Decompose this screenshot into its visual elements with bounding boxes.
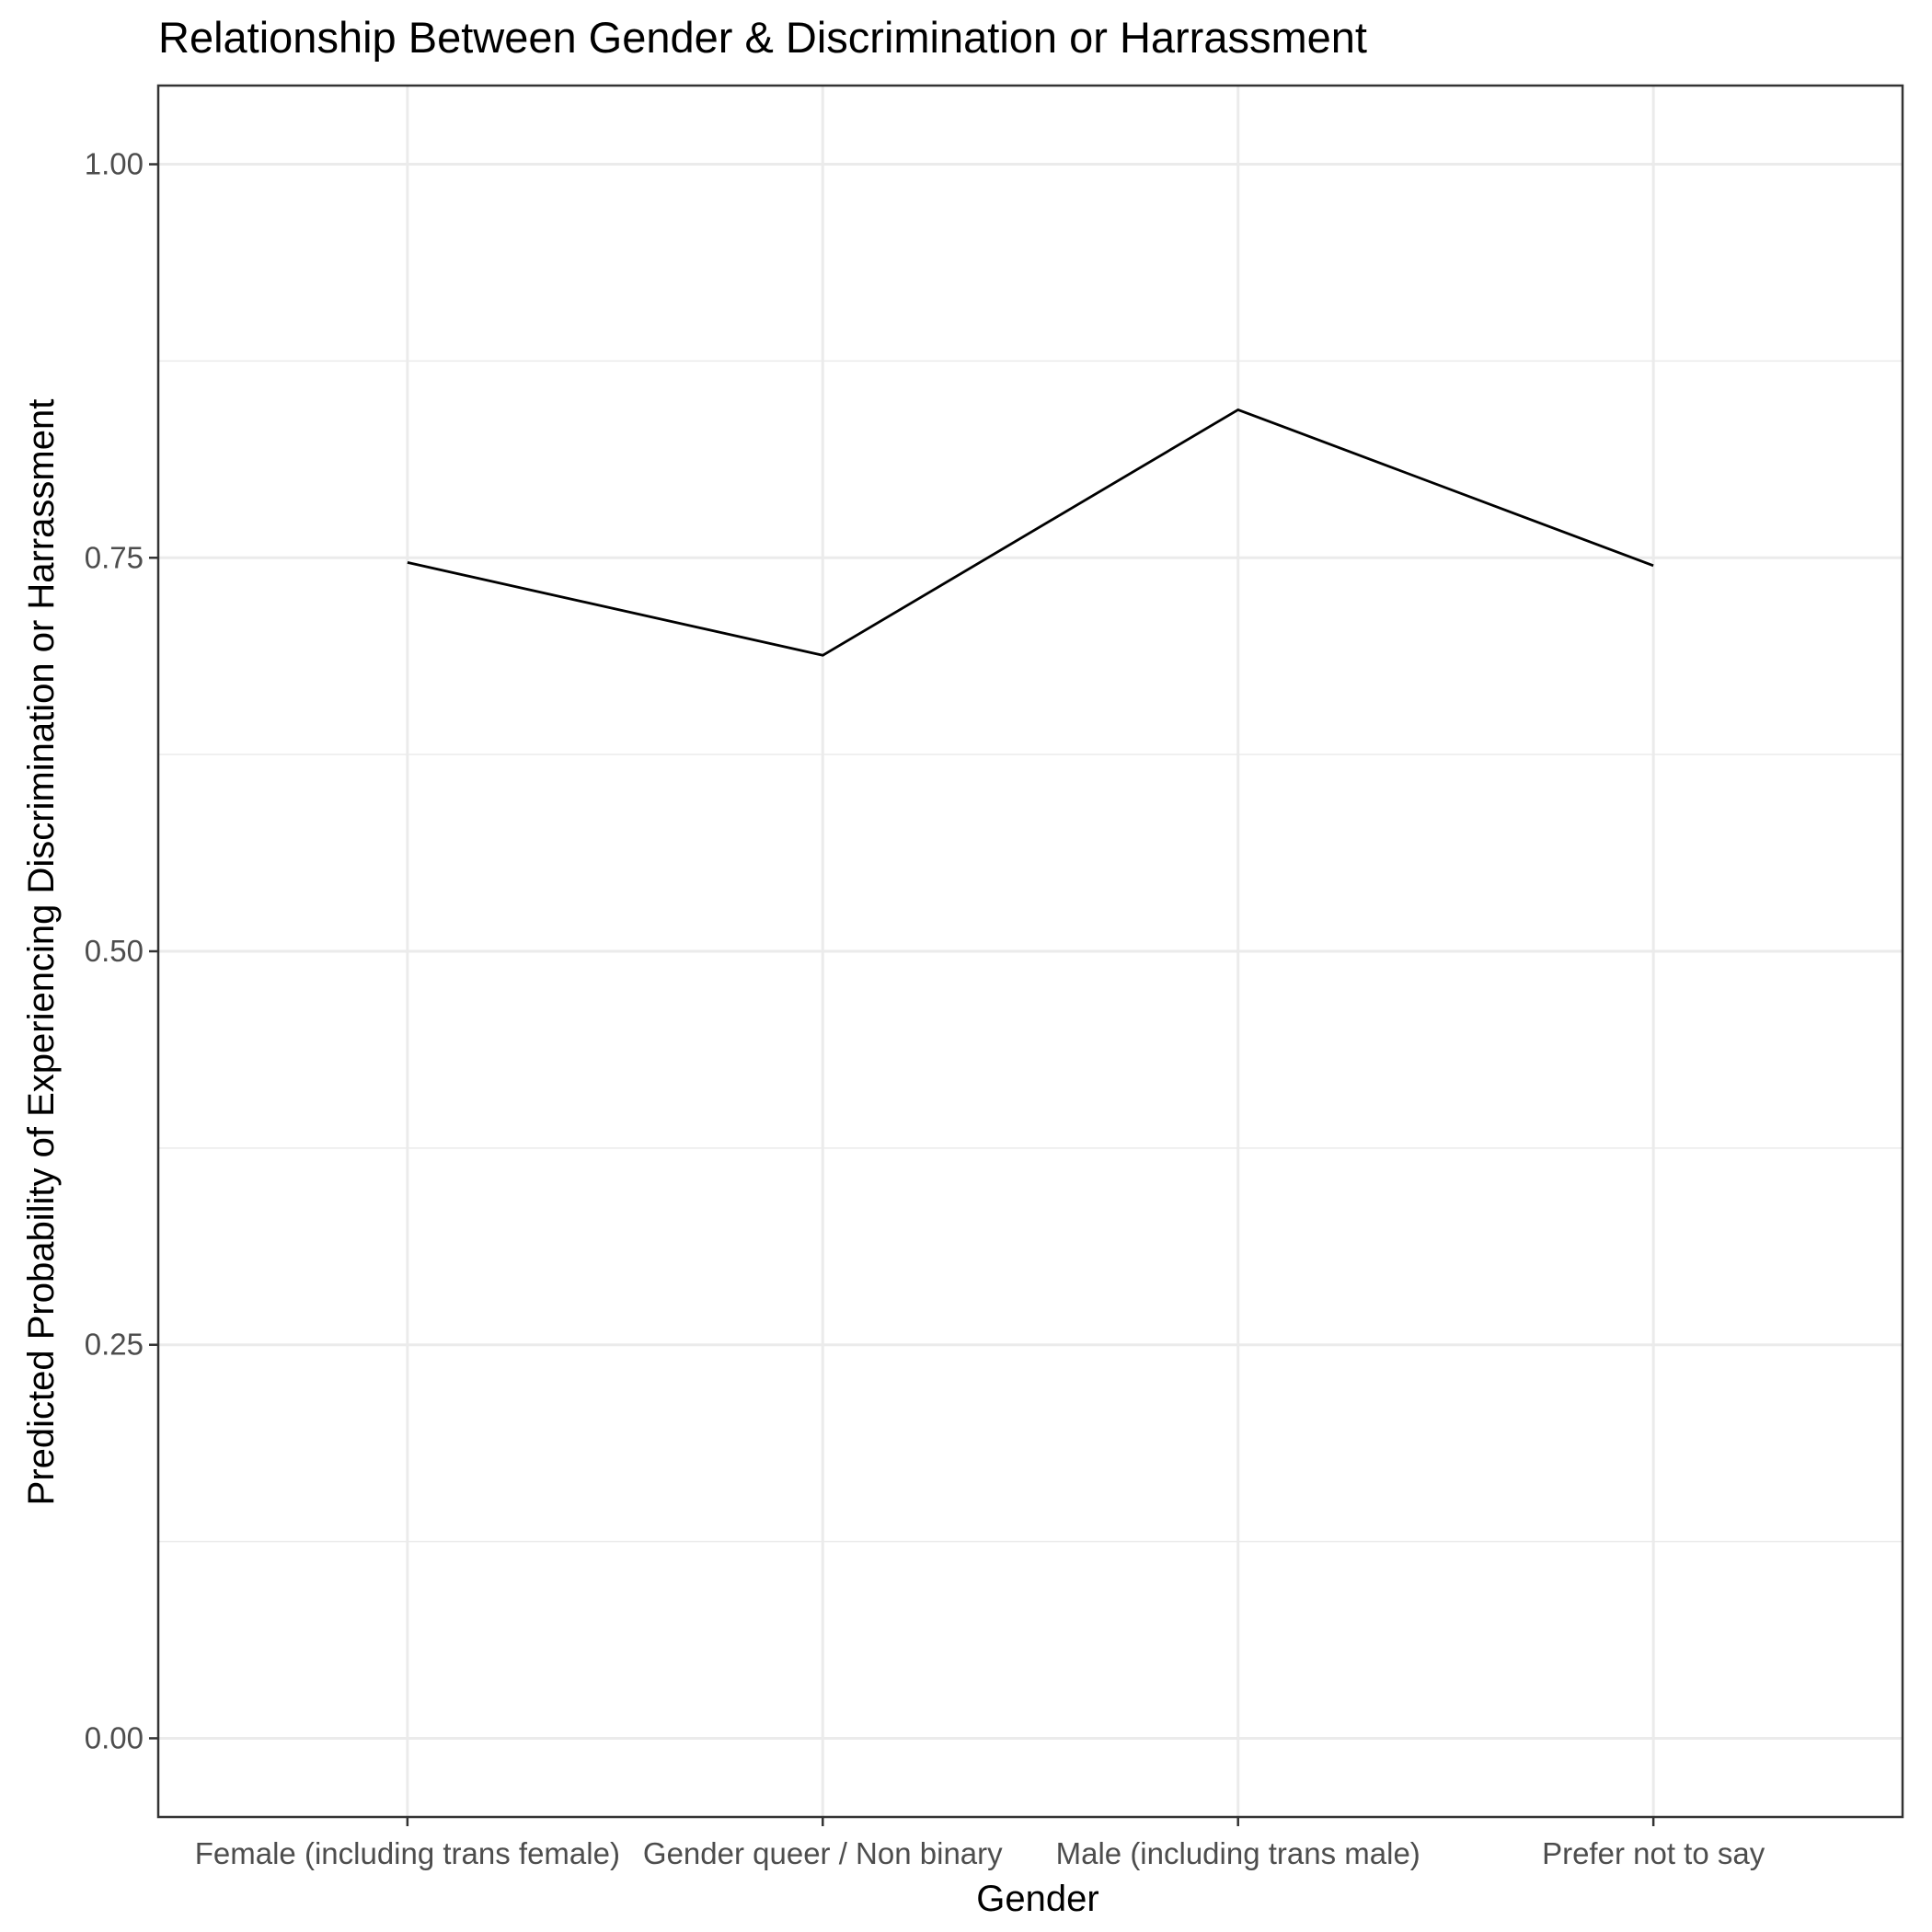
y-tick-label: 1.00 xyxy=(85,147,144,181)
x-tick-label: Female (including trans female) xyxy=(195,1836,620,1870)
series-layer xyxy=(407,408,1654,657)
x-tick-label: Prefer not to say xyxy=(1542,1836,1765,1870)
chart-title: Relationship Between Gender & Discrimina… xyxy=(158,13,1367,62)
y-tick-label: 0.25 xyxy=(85,1328,144,1362)
ticks xyxy=(149,163,1655,1826)
y-tick-label: 0.75 xyxy=(85,540,144,574)
x-tick-label: Male (including trans male) xyxy=(1056,1836,1420,1870)
y-tick-label: 0.00 xyxy=(85,1720,144,1754)
tick-labels: 0.00 0.25 0.50 0.75 1.00 Female (including tr… xyxy=(85,147,1765,1870)
y-tick-label: 0.50 xyxy=(85,934,144,968)
x-axis-title: Gender xyxy=(976,1879,1098,1919)
x-tick-label: Gender queer / Non binary xyxy=(643,1836,1003,1870)
grid-lines xyxy=(158,86,1903,1817)
y-axis-title: Predicted Probability of Experiencing Di… xyxy=(21,399,62,1506)
series-line xyxy=(407,408,1654,657)
